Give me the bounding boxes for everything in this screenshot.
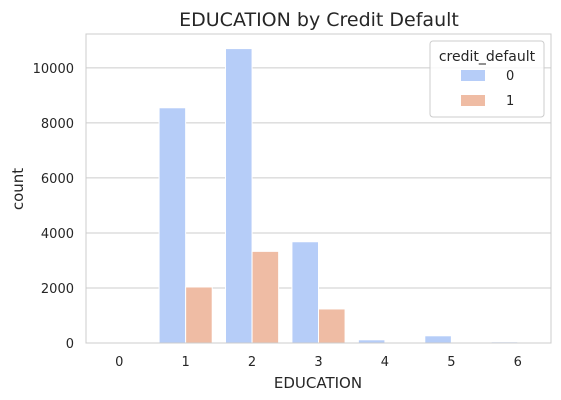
bar-series-1-cat-3 — [318, 308, 346, 344]
chart-title: EDUCATION by Credit Default — [179, 9, 459, 31]
x-ticks: 0 1 2 3 4 5 6 — [115, 355, 522, 370]
legend-title: credit_default — [439, 49, 536, 65]
x-tick-label: 2 — [248, 355, 256, 370]
y-tick-label: 8000 — [41, 117, 74, 132]
bar-series-1-cat-1 — [185, 286, 213, 344]
y-tick-label: 6000 — [41, 172, 74, 187]
legend-swatch-1 — [461, 95, 485, 106]
bars — [92, 48, 545, 344]
legend-swatch-0 — [461, 70, 485, 81]
x-tick-label: 6 — [514, 355, 522, 370]
bar-series-0-cat-5 — [424, 335, 452, 344]
y-tick-label: 0 — [66, 337, 74, 352]
legend-box — [429, 40, 545, 118]
y-tick-label: 4000 — [41, 227, 74, 242]
bar-series-1-cat-2 — [251, 250, 280, 344]
x-tick-label: 0 — [115, 355, 123, 370]
bar-series-0-cat-3 — [291, 241, 319, 344]
legend-label: 1 — [506, 94, 514, 109]
plot-frame — [85, 33, 552, 344]
x-tick-label: 1 — [182, 355, 190, 370]
bar-series-0-cat-1 — [158, 107, 187, 344]
x-tick-label: 3 — [314, 355, 322, 370]
y-axis-label: count — [9, 168, 27, 210]
x-tick-label: 4 — [381, 355, 389, 370]
bar-series-0-cat-2 — [225, 48, 253, 344]
x-axis-label: EDUCATION — [274, 374, 362, 392]
legend: credit_default 0 1 — [429, 40, 545, 118]
x-tick-label: 5 — [447, 355, 455, 370]
legend-label: 0 — [506, 69, 514, 84]
y-tick-label: 2000 — [41, 282, 74, 297]
y-ticks: 0 2000 4000 6000 8000 10000 — [33, 62, 74, 352]
y-tick-label: 10000 — [33, 62, 74, 77]
